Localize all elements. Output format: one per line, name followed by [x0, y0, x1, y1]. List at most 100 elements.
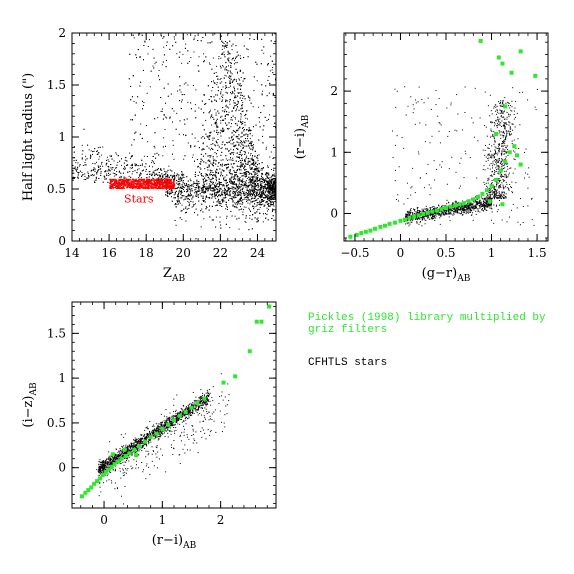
data-point — [245, 206, 247, 208]
data-point — [231, 119, 233, 121]
data-point — [175, 190, 177, 192]
data-point — [215, 100, 217, 102]
data-point — [272, 203, 274, 205]
data-point — [234, 174, 236, 176]
data-point — [226, 192, 228, 194]
data-point — [216, 123, 218, 125]
data-point — [171, 189, 173, 191]
data-point — [272, 174, 274, 176]
data-point — [134, 163, 136, 165]
data-point — [205, 179, 207, 181]
data-point — [183, 119, 185, 121]
data-point — [206, 174, 208, 176]
data-point — [212, 196, 214, 198]
data-point — [207, 166, 209, 168]
data-point — [238, 217, 240, 219]
data-point — [193, 181, 195, 183]
data-point — [256, 166, 258, 168]
data-point — [273, 175, 275, 177]
data-point — [266, 210, 268, 212]
data-point — [241, 100, 243, 102]
data-point — [187, 84, 189, 86]
data-point — [265, 217, 267, 219]
data-point — [245, 186, 247, 188]
data-point — [254, 172, 256, 174]
data-point — [77, 166, 79, 168]
data-point — [256, 204, 258, 206]
data-point — [248, 182, 250, 184]
data-point — [235, 80, 237, 82]
data-point — [236, 156, 238, 158]
data-point — [269, 190, 271, 192]
data-point — [87, 144, 89, 146]
data-point — [267, 187, 269, 189]
data-point — [197, 174, 199, 176]
data-point — [229, 157, 231, 159]
data-point — [236, 129, 238, 131]
data-point — [222, 41, 224, 43]
data-point — [236, 125, 238, 127]
data-point — [153, 57, 155, 59]
data-point — [107, 170, 109, 172]
data-point — [255, 179, 257, 181]
data-point — [266, 184, 268, 186]
data-point — [227, 190, 229, 192]
data-point — [257, 186, 259, 188]
data-point — [191, 198, 193, 200]
data-point — [228, 57, 230, 59]
data-point — [254, 163, 256, 165]
data-point — [171, 200, 173, 202]
data-point — [179, 180, 181, 182]
data-point — [97, 170, 99, 172]
data-point — [228, 101, 230, 103]
data-point — [209, 169, 211, 171]
data-point — [244, 142, 246, 144]
data-point — [209, 216, 211, 218]
data-point — [236, 204, 238, 206]
data-point — [264, 197, 266, 199]
data-point — [139, 164, 141, 166]
data-point — [228, 194, 230, 196]
data-point — [254, 217, 256, 219]
data-point — [259, 121, 261, 123]
data-point — [178, 193, 180, 195]
data-point — [238, 209, 240, 211]
data-point — [237, 202, 239, 204]
data-point — [198, 188, 200, 190]
data-point — [205, 208, 207, 210]
data-point — [227, 187, 229, 189]
data-point — [230, 159, 232, 161]
data-point — [137, 49, 139, 51]
data-point — [245, 191, 247, 193]
data-point — [226, 185, 228, 187]
data-point — [262, 189, 264, 191]
data-point — [204, 103, 206, 105]
data-point — [263, 52, 265, 54]
data-point — [232, 183, 234, 185]
data-point — [243, 95, 245, 97]
data-point — [251, 182, 253, 184]
data-point — [234, 90, 236, 92]
data-point — [202, 179, 204, 181]
data-point — [272, 174, 274, 176]
data-point — [267, 165, 269, 167]
data-point — [169, 117, 171, 119]
data-point — [249, 130, 251, 132]
data-point — [252, 192, 254, 194]
data-point — [237, 130, 239, 132]
data-point — [244, 134, 246, 136]
data-point — [218, 186, 220, 188]
data-point — [261, 162, 263, 164]
data-point — [205, 187, 207, 189]
data-point — [220, 224, 222, 226]
data-point — [195, 191, 197, 193]
data-point — [236, 170, 238, 172]
data-point — [254, 184, 256, 186]
data-point — [209, 63, 211, 65]
data-point — [212, 219, 214, 221]
data-point — [267, 184, 269, 186]
data-point — [214, 205, 216, 207]
data-point — [203, 192, 205, 194]
data-point — [206, 145, 208, 147]
data-point — [240, 197, 242, 199]
